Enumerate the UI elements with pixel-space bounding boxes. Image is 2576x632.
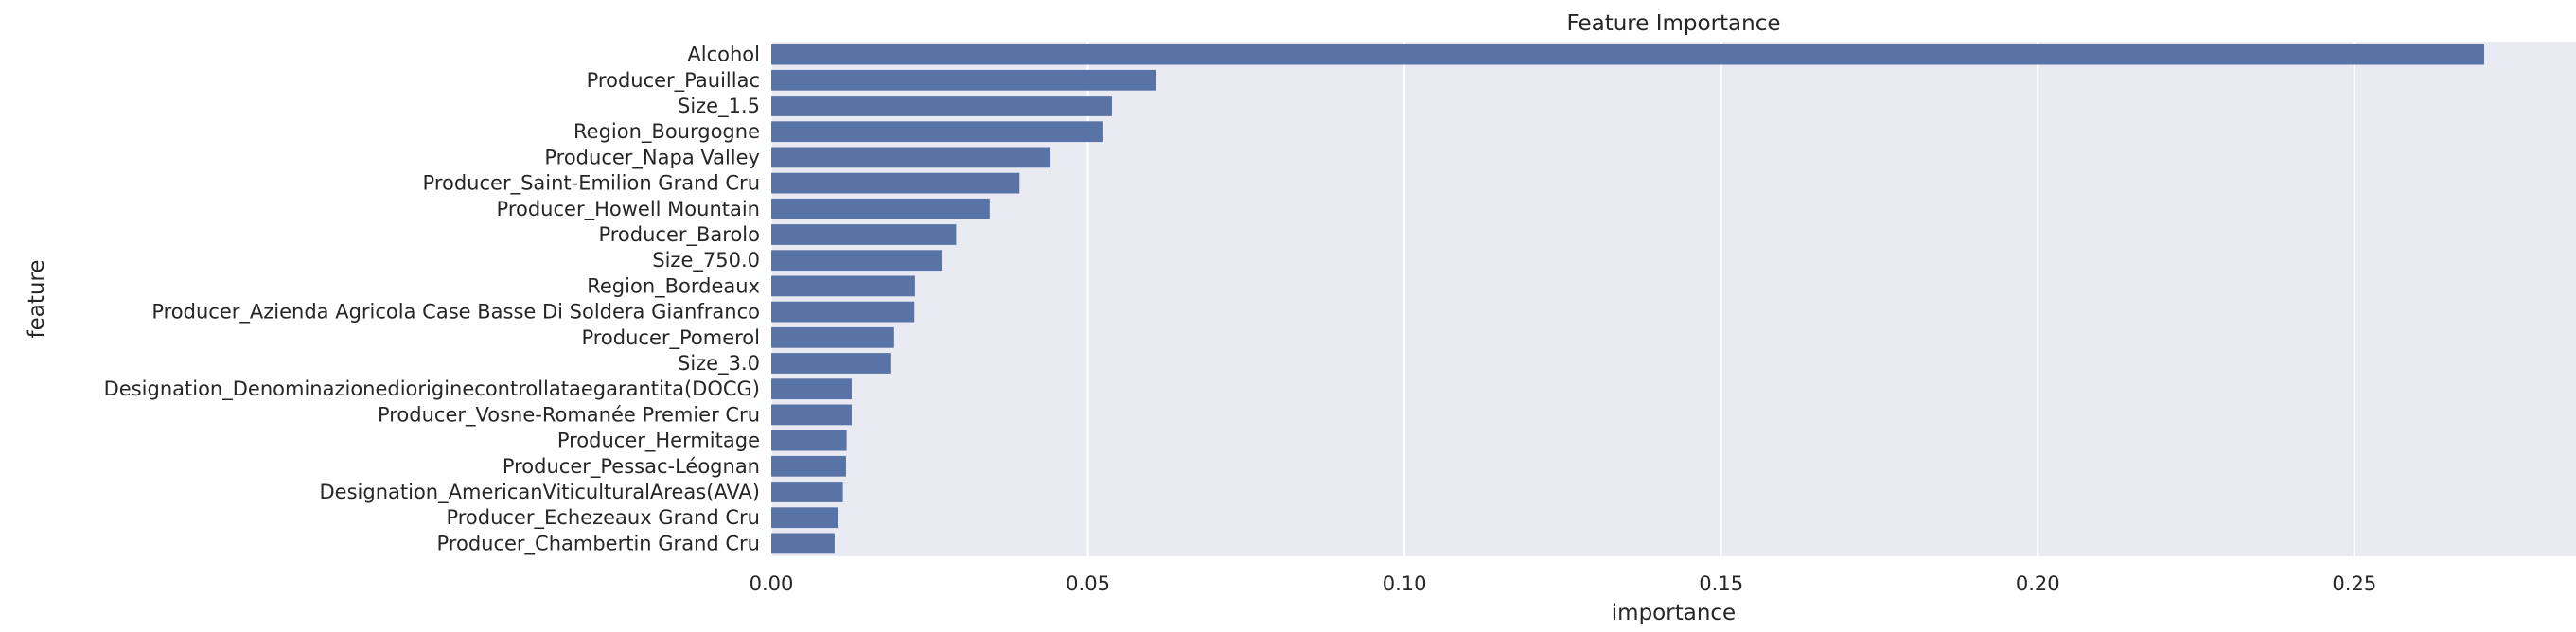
bar [771,250,942,272]
y-tick-label: Producer_Barolo [598,223,760,247]
x-tick-label: 0.25 [2332,572,2376,595]
bar [771,172,1020,194]
y-tick-label: Designation_Denominazionedioriginecontro… [104,377,760,401]
bar [771,301,915,323]
y-tick-label: Size_750.0 [652,249,760,272]
y-tick-label: Producer_Hermitage [557,430,760,453]
bar [771,121,1103,143]
bar [771,533,835,554]
bar [771,44,2484,65]
y-tick-labels: AlcoholProducer_PauillacSize_1.5Region_B… [104,44,760,556]
y-tick-label: Producer_Howell Mountain [497,198,760,221]
x-axis-label: importance [1612,601,1736,625]
plot-area [771,42,2576,556]
y-tick-label: Producer_Chambertin Grand Cru [437,532,761,555]
y-tick-label: Size_3.0 [678,352,760,376]
bar [771,507,838,529]
x-tick-label: 0.00 [750,572,794,595]
bar [771,482,843,502]
y-tick-label: Region_Bordeaux [587,274,760,298]
y-tick-label: Producer_Pessac-Léognan [503,455,760,479]
y-tick-label: Producer_Vosne-Romanée Premier Cru [378,403,760,427]
y-axis-label: feature [25,259,49,338]
bar [771,353,891,374]
x-tick-label: 0.05 [1066,572,1110,595]
y-tick-label: Producer_Saint-Emilion Grand Cru [423,172,760,196]
y-tick-label: Region_Bourgogne [573,120,760,144]
bar [771,96,1112,116]
x-tick-label: 0.10 [1383,572,1427,595]
bar [771,430,847,451]
y-tick-label: Alcohol [687,44,760,66]
x-tick-label: 0.20 [2016,572,2060,595]
bar [771,455,846,477]
bar [771,326,894,348]
y-tick-label: Producer_Pomerol [581,326,760,350]
y-tick-label: Producer_Pauillac [587,69,760,93]
bar [771,198,990,219]
y-tick-label: Producer_Echezeaux Grand Cru [446,506,760,530]
bar [771,69,1156,91]
x-tick-label: 0.15 [1699,572,1743,595]
bar [771,147,1051,168]
x-tick-labels: 0.00 0.05 0.10 0.15 0.20 0.25 [750,572,2377,595]
y-tick-label: Producer_Napa Valley [544,146,760,169]
y-tick-label: Designation_AmericanViticulturalAreas(AV… [320,481,760,504]
y-tick-label: Producer_Azienda Agricola Case Basse Di … [151,301,760,325]
chart-title: Feature Importance [1566,11,1780,36]
bars [771,44,2484,554]
bar [771,224,957,245]
bar [771,404,852,426]
y-tick-label: Size_1.5 [678,95,760,118]
bar [771,378,852,400]
bar [771,275,915,297]
